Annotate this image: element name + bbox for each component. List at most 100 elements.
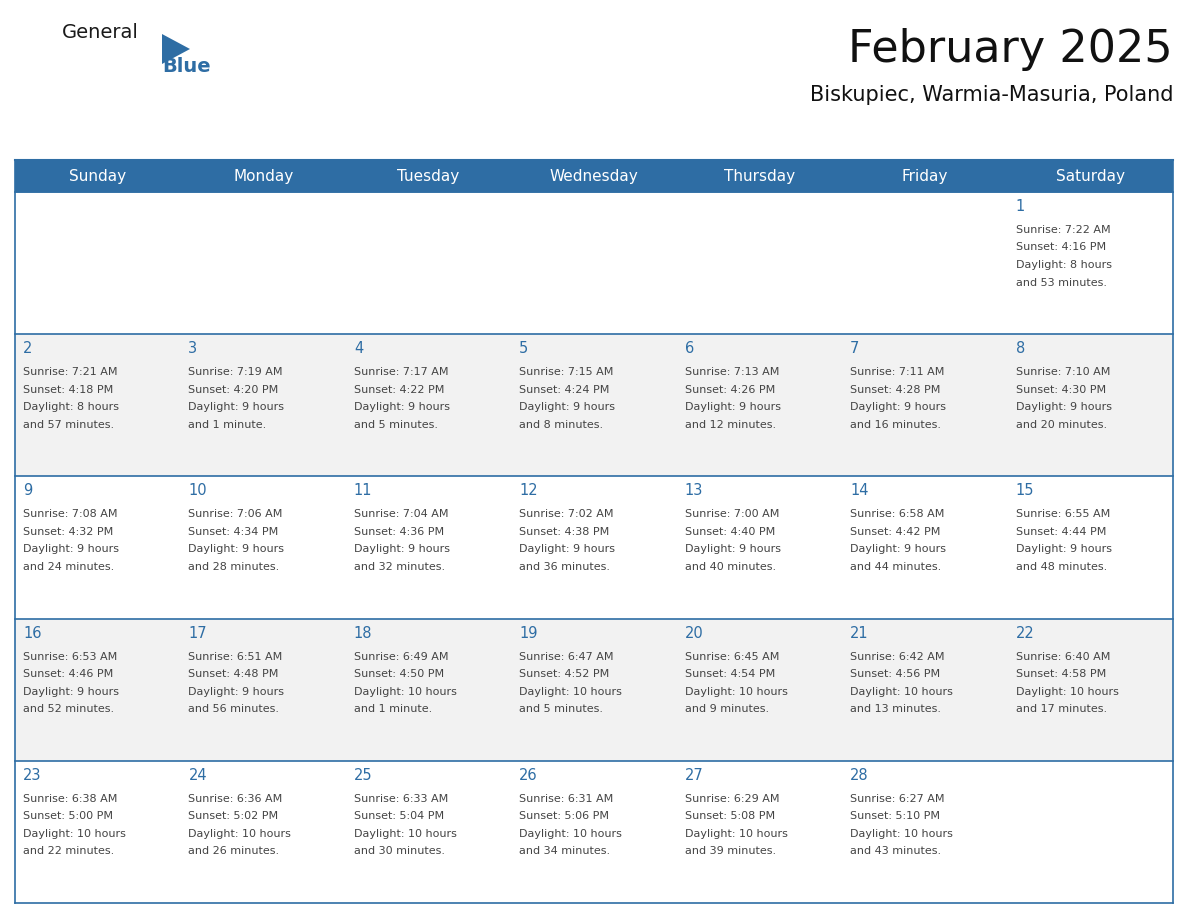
Text: Sunrise: 6:51 AM: Sunrise: 6:51 AM — [189, 652, 283, 662]
Text: 27: 27 — [684, 767, 703, 783]
Text: Daylight: 9 hours: Daylight: 9 hours — [1016, 544, 1112, 554]
Text: Sunrise: 6:45 AM: Sunrise: 6:45 AM — [684, 652, 779, 662]
Text: and 44 minutes.: and 44 minutes. — [851, 562, 941, 572]
Text: 26: 26 — [519, 767, 538, 783]
Text: and 39 minutes.: and 39 minutes. — [684, 846, 776, 856]
Text: Blue: Blue — [162, 57, 210, 76]
Text: and 5 minutes.: and 5 minutes. — [519, 704, 604, 714]
Text: Sunset: 4:36 PM: Sunset: 4:36 PM — [354, 527, 444, 537]
Text: Sunset: 4:50 PM: Sunset: 4:50 PM — [354, 669, 444, 679]
Text: Daylight: 9 hours: Daylight: 9 hours — [684, 402, 781, 412]
Text: Sunrise: 6:42 AM: Sunrise: 6:42 AM — [851, 652, 944, 662]
Text: Sunrise: 6:38 AM: Sunrise: 6:38 AM — [23, 794, 118, 804]
Text: Sunset: 5:08 PM: Sunset: 5:08 PM — [684, 812, 775, 822]
Text: Sunrise: 7:21 AM: Sunrise: 7:21 AM — [23, 367, 118, 377]
Text: Daylight: 9 hours: Daylight: 9 hours — [189, 687, 284, 697]
Text: Sunrise: 7:19 AM: Sunrise: 7:19 AM — [189, 367, 283, 377]
Bar — [15, 619, 1173, 761]
Text: and 24 minutes.: and 24 minutes. — [23, 562, 114, 572]
Text: 17: 17 — [189, 625, 207, 641]
Text: Sunset: 5:04 PM: Sunset: 5:04 PM — [354, 812, 444, 822]
Text: 3: 3 — [189, 341, 197, 356]
Text: Sunrise: 7:13 AM: Sunrise: 7:13 AM — [684, 367, 779, 377]
Text: and 20 minutes.: and 20 minutes. — [1016, 420, 1107, 430]
Text: 1: 1 — [1016, 199, 1025, 214]
Text: 20: 20 — [684, 625, 703, 641]
Text: and 22 minutes.: and 22 minutes. — [23, 846, 114, 856]
Text: Biskupiec, Warmia-Masuria, Poland: Biskupiec, Warmia-Masuria, Poland — [809, 85, 1173, 105]
Text: Sunset: 5:06 PM: Sunset: 5:06 PM — [519, 812, 609, 822]
Text: Daylight: 10 hours: Daylight: 10 hours — [519, 687, 623, 697]
Text: Daylight: 9 hours: Daylight: 9 hours — [851, 402, 946, 412]
Text: Daylight: 9 hours: Daylight: 9 hours — [23, 687, 119, 697]
Text: Sunrise: 7:06 AM: Sunrise: 7:06 AM — [189, 509, 283, 520]
Text: and 1 minute.: and 1 minute. — [354, 704, 432, 714]
Text: Sunrise: 7:11 AM: Sunrise: 7:11 AM — [851, 367, 944, 377]
Text: Sunset: 4:18 PM: Sunset: 4:18 PM — [23, 385, 113, 395]
Text: February 2025: February 2025 — [848, 28, 1173, 71]
Text: Sunrise: 6:58 AM: Sunrise: 6:58 AM — [851, 509, 944, 520]
Text: Sunrise: 7:02 AM: Sunrise: 7:02 AM — [519, 509, 614, 520]
Text: Sunrise: 7:04 AM: Sunrise: 7:04 AM — [354, 509, 448, 520]
Text: 6: 6 — [684, 341, 694, 356]
Text: and 43 minutes.: and 43 minutes. — [851, 846, 941, 856]
Text: Daylight: 10 hours: Daylight: 10 hours — [851, 687, 953, 697]
Text: Sunrise: 7:00 AM: Sunrise: 7:00 AM — [684, 509, 779, 520]
Text: Sunrise: 6:53 AM: Sunrise: 6:53 AM — [23, 652, 118, 662]
Text: Daylight: 10 hours: Daylight: 10 hours — [1016, 687, 1118, 697]
Text: Sunrise: 7:22 AM: Sunrise: 7:22 AM — [1016, 225, 1111, 235]
Text: Sunset: 4:52 PM: Sunset: 4:52 PM — [519, 669, 609, 679]
Text: 25: 25 — [354, 767, 373, 783]
Text: 23: 23 — [23, 767, 42, 783]
Text: Sunrise: 7:10 AM: Sunrise: 7:10 AM — [1016, 367, 1110, 377]
Text: and 13 minutes.: and 13 minutes. — [851, 704, 941, 714]
Text: 7: 7 — [851, 341, 859, 356]
Text: Sunrise: 6:40 AM: Sunrise: 6:40 AM — [1016, 652, 1110, 662]
Text: Daylight: 10 hours: Daylight: 10 hours — [354, 829, 456, 839]
Polygon shape — [162, 34, 190, 64]
Text: and 28 minutes.: and 28 minutes. — [189, 562, 279, 572]
Text: Monday: Monday — [233, 169, 293, 184]
Text: 15: 15 — [1016, 484, 1034, 498]
Text: Daylight: 10 hours: Daylight: 10 hours — [684, 687, 788, 697]
Text: 9: 9 — [23, 484, 32, 498]
Text: Sunset: 4:28 PM: Sunset: 4:28 PM — [851, 385, 941, 395]
Text: 14: 14 — [851, 484, 868, 498]
Text: Daylight: 9 hours: Daylight: 9 hours — [189, 402, 284, 412]
Text: 21: 21 — [851, 625, 868, 641]
Text: Sunset: 4:48 PM: Sunset: 4:48 PM — [189, 669, 279, 679]
Text: Wednesday: Wednesday — [550, 169, 638, 184]
Text: Friday: Friday — [902, 169, 948, 184]
Text: Sunset: 4:46 PM: Sunset: 4:46 PM — [23, 669, 113, 679]
Text: Sunrise: 6:49 AM: Sunrise: 6:49 AM — [354, 652, 448, 662]
Text: Sunrise: 6:31 AM: Sunrise: 6:31 AM — [519, 794, 613, 804]
Text: Daylight: 8 hours: Daylight: 8 hours — [1016, 260, 1112, 270]
Text: and 48 minutes.: and 48 minutes. — [1016, 562, 1107, 572]
Text: Sunset: 4:58 PM: Sunset: 4:58 PM — [1016, 669, 1106, 679]
Text: Daylight: 9 hours: Daylight: 9 hours — [519, 544, 615, 554]
Text: and 16 minutes.: and 16 minutes. — [851, 420, 941, 430]
Text: Daylight: 9 hours: Daylight: 9 hours — [354, 402, 450, 412]
Text: and 53 minutes.: and 53 minutes. — [1016, 277, 1106, 287]
Text: Sunrise: 6:29 AM: Sunrise: 6:29 AM — [684, 794, 779, 804]
Text: 11: 11 — [354, 484, 372, 498]
Text: Sunset: 4:16 PM: Sunset: 4:16 PM — [1016, 242, 1106, 252]
Text: and 5 minutes.: and 5 minutes. — [354, 420, 438, 430]
Text: Sunset: 4:32 PM: Sunset: 4:32 PM — [23, 527, 113, 537]
Text: Thursday: Thursday — [723, 169, 795, 184]
Text: Sunset: 5:02 PM: Sunset: 5:02 PM — [189, 812, 278, 822]
Text: and 1 minute.: and 1 minute. — [189, 420, 266, 430]
Text: Daylight: 10 hours: Daylight: 10 hours — [851, 829, 953, 839]
Text: Sunrise: 6:36 AM: Sunrise: 6:36 AM — [189, 794, 283, 804]
Text: Sunset: 4:42 PM: Sunset: 4:42 PM — [851, 527, 941, 537]
Text: 19: 19 — [519, 625, 538, 641]
Text: 4: 4 — [354, 341, 364, 356]
Text: and 12 minutes.: and 12 minutes. — [684, 420, 776, 430]
Text: Daylight: 10 hours: Daylight: 10 hours — [189, 829, 291, 839]
Text: 16: 16 — [23, 625, 42, 641]
Text: Daylight: 9 hours: Daylight: 9 hours — [1016, 402, 1112, 412]
Text: Sunrise: 6:55 AM: Sunrise: 6:55 AM — [1016, 509, 1110, 520]
Text: 18: 18 — [354, 625, 372, 641]
Bar — [15, 334, 1173, 476]
Text: 8: 8 — [1016, 341, 1025, 356]
